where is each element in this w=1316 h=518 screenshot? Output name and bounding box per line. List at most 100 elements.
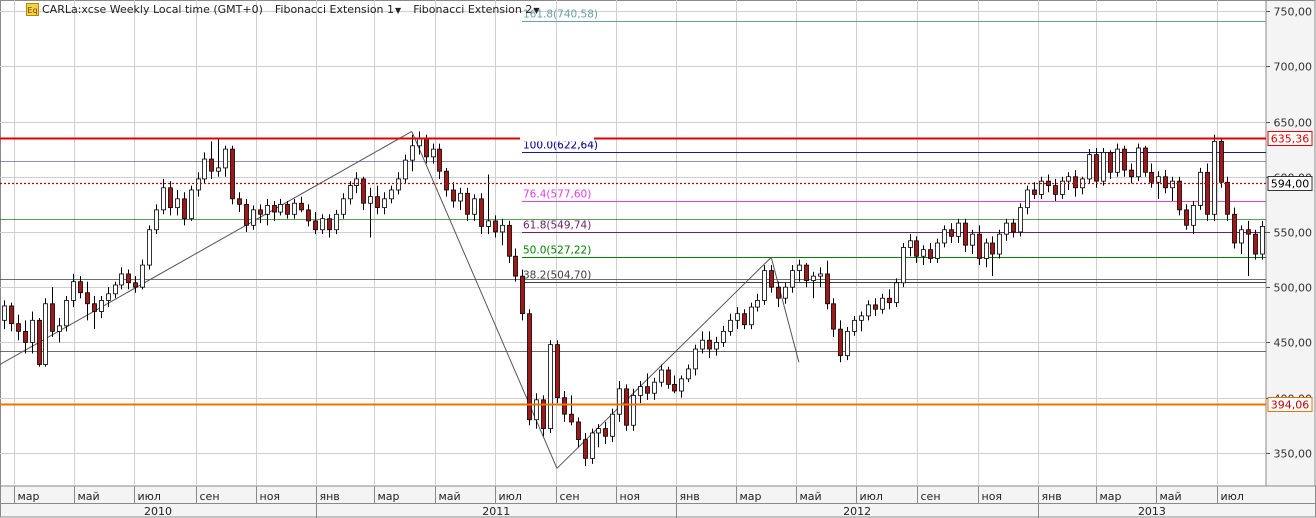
candle-body bbox=[431, 148, 436, 158]
x-tick-label: мар bbox=[18, 490, 40, 503]
candle-up bbox=[1101, 148, 1106, 186]
candle-body bbox=[679, 378, 684, 392]
trend-line bbox=[770, 257, 800, 363]
candle-up bbox=[334, 209, 339, 235]
candle-down bbox=[168, 181, 173, 216]
candle-body bbox=[251, 209, 256, 226]
candle-down bbox=[1149, 163, 1154, 188]
candle-down bbox=[85, 281, 90, 321]
candle-body bbox=[37, 319, 42, 365]
x-tick-label: сен bbox=[921, 490, 941, 503]
candle-up bbox=[714, 336, 719, 356]
candle-down bbox=[666, 366, 671, 389]
candle-up bbox=[368, 187, 373, 238]
candle-body bbox=[520, 275, 525, 315]
dropdown-arrow-icon[interactable]: ▼ bbox=[533, 6, 540, 15]
candle-body bbox=[451, 189, 456, 202]
candle-down bbox=[963, 218, 968, 252]
candle-up bbox=[458, 187, 463, 210]
candle-up bbox=[1018, 203, 1023, 237]
candle-body bbox=[361, 178, 366, 204]
candle-up bbox=[43, 298, 48, 367]
candle-up bbox=[935, 238, 940, 263]
candle-down bbox=[527, 309, 532, 426]
year-label: 2013 bbox=[1138, 505, 1166, 518]
candle-down bbox=[37, 318, 42, 367]
candle-down bbox=[707, 331, 712, 358]
candle-body bbox=[265, 205, 270, 215]
candle-body bbox=[762, 270, 767, 301]
indicator-label: Fibonacci Extension 1 bbox=[274, 3, 395, 16]
candle-down bbox=[513, 248, 518, 282]
indicator-fib-ext-1[interactable]: Fibonacci Extension 1▼ bbox=[275, 3, 401, 16]
candle-body bbox=[894, 282, 899, 304]
equity-icon[interactable]: Eq bbox=[26, 3, 39, 16]
candle-body bbox=[548, 344, 553, 429]
candle-body bbox=[583, 439, 588, 459]
candle-body bbox=[1246, 229, 1251, 235]
candle-body bbox=[341, 198, 346, 215]
candle-body bbox=[1219, 140, 1224, 183]
candle-down bbox=[375, 185, 380, 215]
candle-down bbox=[313, 212, 318, 235]
candle-body bbox=[1253, 233, 1258, 255]
candle-up bbox=[686, 364, 691, 383]
candle-body bbox=[596, 428, 601, 434]
candle-up bbox=[431, 143, 436, 164]
candle-body bbox=[659, 369, 664, 383]
candle-body bbox=[977, 233, 982, 259]
candle-body bbox=[500, 224, 505, 233]
candle-up bbox=[1212, 134, 1217, 221]
dropdown-arrow-icon[interactable]: ▼ bbox=[395, 6, 402, 15]
candle-body bbox=[23, 330, 28, 343]
candle-up bbox=[99, 296, 104, 319]
candle-body bbox=[1170, 180, 1175, 189]
candle-up bbox=[811, 271, 816, 299]
candle-up bbox=[956, 218, 961, 243]
y-tick-label: 650,00 bbox=[1274, 117, 1313, 130]
candle-body bbox=[140, 264, 145, 288]
candle-body bbox=[1115, 148, 1120, 173]
candle-body bbox=[603, 428, 608, 437]
candle-body bbox=[92, 303, 97, 312]
candle-up bbox=[216, 139, 221, 177]
candle-body bbox=[783, 286, 788, 299]
label-gap bbox=[520, 135, 594, 142]
year-label: 2010 bbox=[144, 505, 172, 518]
x-tick-label: мар bbox=[378, 490, 400, 503]
candle-up bbox=[1170, 176, 1175, 202]
candle-down bbox=[1253, 229, 1258, 260]
candle-body bbox=[30, 319, 35, 343]
candle-body bbox=[949, 229, 954, 237]
candle-down bbox=[1225, 176, 1230, 221]
indicator-fib-ext-2[interactable]: Fibonacci Extension 2▼ bbox=[413, 3, 539, 16]
candle-up bbox=[818, 267, 823, 288]
x-tick-label: сен bbox=[200, 490, 220, 503]
candle-up bbox=[147, 225, 152, 270]
candle-body bbox=[963, 222, 968, 246]
candle-body bbox=[1239, 229, 1244, 244]
candle-down bbox=[804, 262, 809, 288]
candle-up bbox=[382, 192, 387, 215]
candle-body bbox=[1260, 226, 1265, 255]
candle-body bbox=[1032, 189, 1037, 195]
candle-up bbox=[700, 331, 705, 354]
candle-body bbox=[85, 292, 90, 305]
candle-down bbox=[361, 176, 366, 210]
candle-up bbox=[610, 408, 615, 442]
candle-body bbox=[997, 233, 1002, 255]
candle-up bbox=[106, 287, 111, 308]
candle-body bbox=[209, 158, 214, 172]
candle-body bbox=[1163, 176, 1168, 189]
candle-body bbox=[458, 192, 463, 202]
candle-body bbox=[161, 187, 166, 211]
candle-body bbox=[437, 148, 442, 172]
candle-up bbox=[196, 172, 201, 197]
candle-up bbox=[486, 174, 491, 235]
candle-body bbox=[9, 305, 14, 325]
candle-up bbox=[140, 259, 145, 290]
y-tick-label: 700,00 bbox=[1274, 61, 1313, 74]
candle-up bbox=[638, 381, 643, 404]
candle-body bbox=[486, 220, 491, 227]
